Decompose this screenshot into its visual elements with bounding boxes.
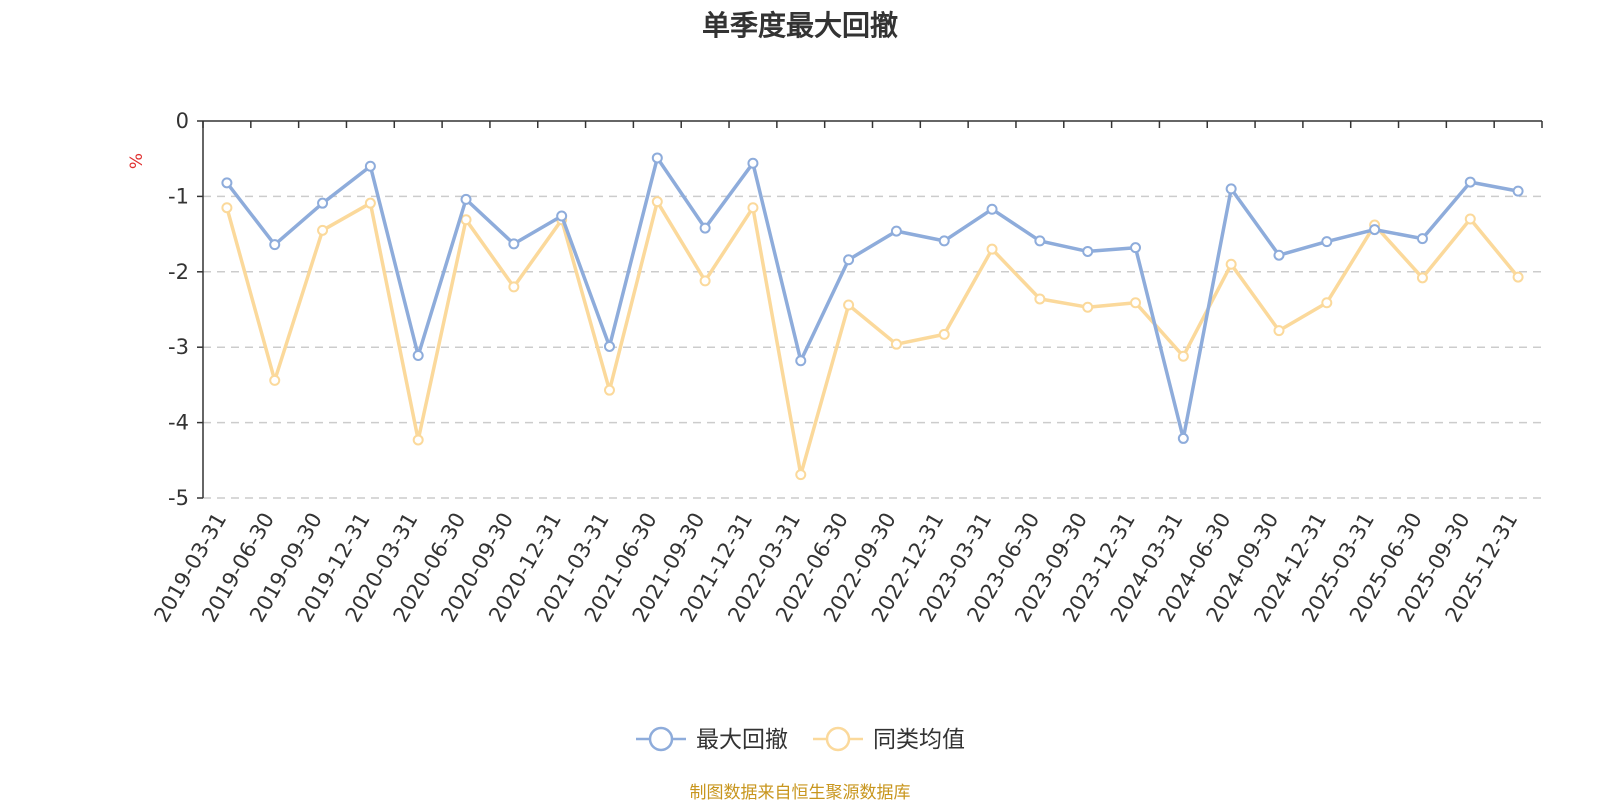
data-point[interactable] [1512,185,1524,197]
data-point[interactable] [843,254,855,266]
series-1 [221,152,1524,444]
data-point[interactable] [221,177,233,189]
series-line [225,199,1520,477]
data-point[interactable] [1034,293,1046,305]
data-point[interactable] [221,202,233,214]
y-tick-label: -5 [168,486,189,510]
y-tick-label: 0 [176,109,189,133]
data-point[interactable] [412,434,424,446]
data-point[interactable] [795,355,807,367]
legend-marker [648,726,674,752]
data-point[interactable] [1416,272,1428,284]
data-point[interactable] [460,193,472,205]
legend-item[interactable]: 同类均值 [813,726,965,753]
data-point[interactable] [1225,183,1237,195]
data-point[interactable] [938,235,950,247]
legend-marker [825,726,851,752]
data-point[interactable] [938,328,950,340]
data-point[interactable] [317,224,329,236]
data-point[interactable] [1082,301,1094,313]
data-point[interactable] [1177,432,1189,444]
data-point[interactable] [795,469,807,481]
data-point[interactable] [269,374,281,386]
data-point[interactable] [269,239,281,251]
data-point[interactable] [508,238,520,250]
data-point[interactable] [556,210,568,222]
data-point[interactable] [1130,242,1142,254]
data-point[interactable] [1369,224,1381,236]
y-axis-unit-label: % [127,153,147,169]
data-point[interactable] [1273,249,1285,261]
data-point[interactable] [1130,297,1142,309]
data-point[interactable] [1464,176,1476,188]
data-point[interactable] [1225,258,1237,270]
legend-item[interactable]: 最大回撤 [636,726,788,753]
data-point[interactable] [364,197,376,209]
data-point[interactable] [1273,325,1285,337]
data-point[interactable] [1512,271,1524,283]
grid-layer [203,195,1542,499]
data-point[interactable] [890,225,902,237]
data-point[interactable] [747,202,759,214]
data-point[interactable] [317,197,329,209]
data-point[interactable] [1177,350,1189,362]
data-point[interactable] [651,152,663,164]
axis-layer: 0-1-2-3-4-52019-03-312019-06-302019-09-3… [149,109,1543,626]
series-layer [221,152,1524,481]
series-line [225,156,1519,441]
data-point[interactable] [699,275,711,287]
data-point[interactable] [1464,213,1476,225]
y-tick-label: -2 [168,260,189,284]
y-tick-label: -3 [168,335,189,359]
y-tick-label: -4 [168,411,189,435]
data-point[interactable] [1321,236,1333,248]
legend[interactable]: 最大回撤 同类均值 [636,726,965,753]
data-point[interactable] [747,157,759,169]
data-point[interactable] [890,338,902,350]
y-tick-label: -1 [168,184,189,208]
data-point[interactable] [1082,245,1094,257]
legend-label: 最大回撤 [696,727,788,753]
data-point[interactable] [364,160,376,172]
data-point[interactable] [986,203,998,215]
chart-title: 单季度最大回撤 [701,9,898,42]
legend-label: 同类均值 [873,727,965,753]
data-point[interactable] [699,222,711,234]
data-point[interactable] [508,281,520,293]
data-point[interactable] [843,299,855,311]
data-point[interactable] [603,340,615,352]
data-point[interactable] [1034,235,1046,247]
data-point[interactable] [412,349,424,361]
source-note: 制图数据来自恒生聚源数据库 [689,783,911,803]
data-point[interactable] [986,243,998,255]
data-point[interactable] [651,196,663,208]
data-point[interactable] [1416,233,1428,245]
data-point[interactable] [460,214,472,226]
data-point[interactable] [603,384,615,396]
data-point[interactable] [1321,297,1333,309]
